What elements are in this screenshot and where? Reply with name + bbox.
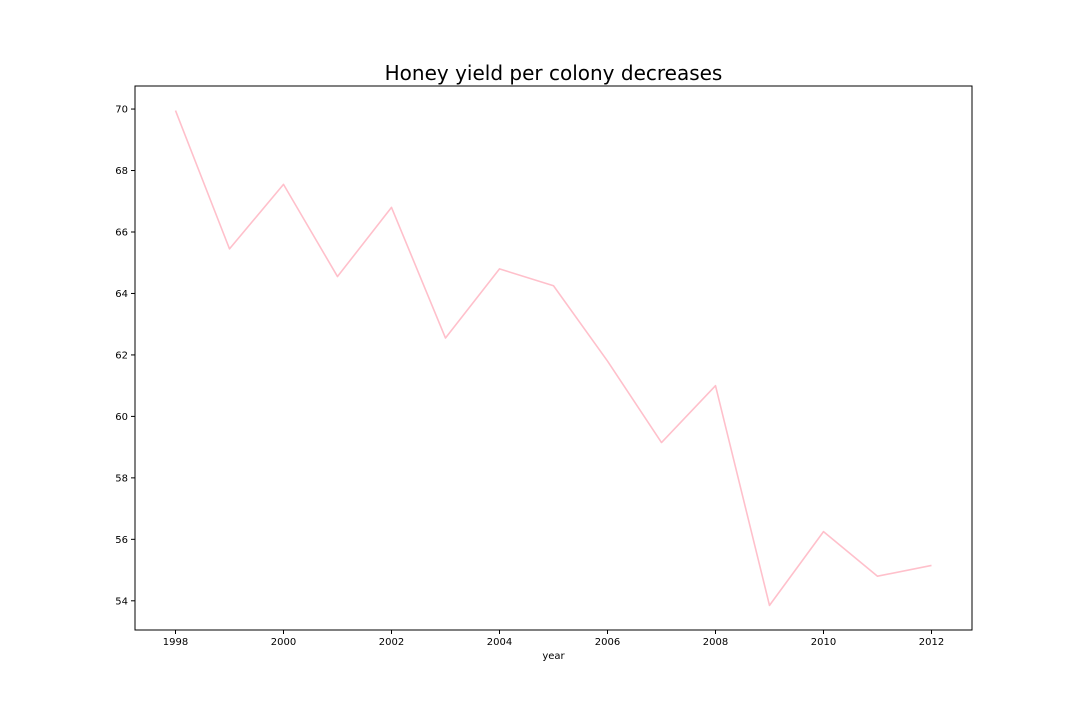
- x-tick-label: 2010: [811, 637, 836, 648]
- series-line: [174, 110, 932, 607]
- y-tick-label: 54: [115, 596, 128, 607]
- y-tick-label: 70: [115, 105, 128, 116]
- x-tick-label: 2002: [379, 637, 404, 648]
- plot-frame: [134, 85, 973, 631]
- plot-area: 54 56 58 60 62 64 66 68 70 1998 2000 2002 2004 2006 20…: [115, 85, 973, 648]
- y-tick-label: 66: [115, 227, 128, 238]
- x-tick-label: 1998: [163, 637, 188, 648]
- y-tick-label: 64: [115, 289, 128, 300]
- y-tick-label: 58: [115, 473, 128, 484]
- x-tick-label: 2008: [703, 637, 728, 648]
- y-tick-label: 62: [115, 350, 128, 361]
- x-tick-label: 2012: [919, 637, 944, 648]
- y-tick-label: 68: [115, 166, 128, 177]
- y-tick-label: 60: [115, 412, 128, 423]
- x-axis-label: year: [542, 651, 565, 662]
- x-tick-label: 2004: [487, 637, 512, 648]
- x-tick-label: 2006: [595, 637, 620, 648]
- y-tick-label: 56: [115, 535, 128, 546]
- x-tick-label: 2000: [271, 637, 296, 648]
- chart-title: Honey yield per colony decreases: [385, 61, 723, 85]
